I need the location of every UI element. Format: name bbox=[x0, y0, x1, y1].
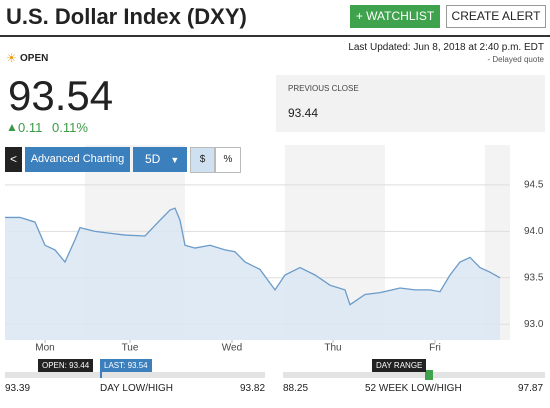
status: OPEN bbox=[20, 53, 49, 64]
price-line bbox=[5, 207, 501, 306]
y-tick-label: 93.5 bbox=[524, 272, 544, 283]
title: U.S. Dollar Index (DXY) bbox=[6, 4, 247, 29]
range-button[interactable]: 5D ▼ bbox=[133, 147, 187, 172]
day-range-bar bbox=[5, 372, 265, 378]
week52-bar bbox=[283, 372, 545, 378]
back-button[interactable]: < bbox=[5, 147, 22, 172]
range-label: 5D bbox=[145, 152, 161, 166]
week52-label: 52 WEEK LOW/HIGH bbox=[365, 383, 462, 394]
change: 0.11 bbox=[18, 120, 43, 135]
y-tick-label: 93.0 bbox=[524, 319, 544, 330]
x-tick-label: Fri bbox=[429, 343, 441, 352]
last-updated: Last Updated: Jun 8, 2018 at 2:40 p.m. E… bbox=[348, 42, 544, 53]
day-high: 93.82 bbox=[240, 383, 266, 394]
dollar-button[interactable]: $ bbox=[190, 147, 215, 173]
divider bbox=[0, 35, 550, 37]
dropdown-arrow: ▼ bbox=[170, 155, 180, 165]
x-tick-label: Wed bbox=[222, 343, 242, 352]
day-range-flag: DAY RANGE bbox=[372, 359, 427, 372]
change-percent: 0.11% bbox=[52, 120, 88, 135]
x-tick-label: Tue bbox=[122, 343, 139, 352]
day-low: 93.39 bbox=[5, 383, 31, 394]
x-tick-label: Thu bbox=[324, 343, 341, 352]
previous-close-box bbox=[276, 75, 545, 132]
day-range-label: DAY LOW/HIGH bbox=[100, 383, 173, 394]
advanced-charting-button[interactable]: Advanced Charting bbox=[25, 147, 130, 172]
chart: 93.0 93.5 94.0 94.5 Mon Tue Wed Thu Fri bbox=[5, 145, 544, 352]
y-tick-label: 94.5 bbox=[524, 180, 544, 191]
watchlist-button[interactable]: + WATCHLIST bbox=[350, 5, 440, 28]
area-fill bbox=[5, 208, 500, 340]
alert-button[interactable]: CREATE ALERT bbox=[446, 5, 546, 28]
y-tick-label: 94.0 bbox=[524, 226, 544, 237]
last-flag: LAST: 93.54 bbox=[100, 359, 152, 372]
week52-low: 88.25 bbox=[283, 383, 309, 394]
previous-close-label: PREVIOUS CLOSE bbox=[288, 84, 359, 93]
open-flag: OPEN: 93.44 bbox=[38, 359, 94, 372]
sun-icon: ☀ bbox=[6, 51, 17, 65]
week52-high: 97.87 bbox=[518, 383, 544, 394]
x-tick-label: Mon bbox=[35, 343, 54, 352]
percent-button[interactable]: % bbox=[215, 147, 241, 173]
change-arrow: ▲ bbox=[6, 120, 18, 134]
price: 93.54 bbox=[8, 72, 114, 119]
week52-marker bbox=[425, 370, 433, 380]
delay-note: - Delayed quote bbox=[487, 55, 544, 64]
day-range-marker bbox=[100, 372, 102, 378]
previous-close-value: 93.44 bbox=[288, 106, 319, 120]
